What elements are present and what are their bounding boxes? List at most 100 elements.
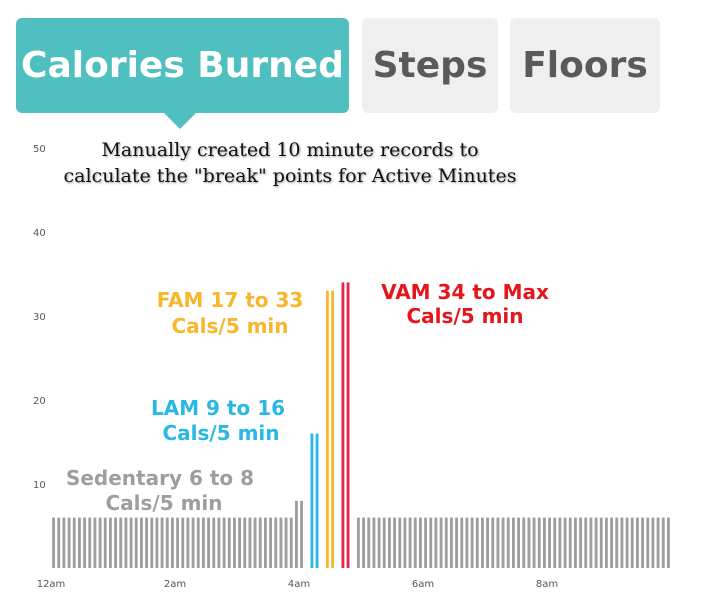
chart-bar	[408, 517, 412, 568]
chart-bars	[52, 282, 670, 568]
chart-bar	[651, 517, 655, 568]
chart-bar	[481, 517, 484, 568]
chart-bar	[455, 517, 458, 568]
chart-bar	[78, 517, 81, 568]
chart-bar	[310, 433, 314, 568]
chart-bar	[419, 517, 422, 568]
chart-bar	[667, 517, 670, 568]
chart-bar	[165, 517, 169, 568]
chart-bar	[372, 517, 376, 568]
x-tick-label: 4am	[288, 579, 310, 590]
annotation-vam: VAM 34 to Max Cals/5 min	[381, 280, 549, 328]
chart-bar	[357, 517, 360, 568]
chart-bar	[450, 517, 453, 568]
y-axis: 10 20 30 40 50	[33, 144, 46, 491]
chart-bar	[589, 517, 593, 568]
chart-bar	[382, 517, 386, 568]
chart-bar	[465, 517, 469, 568]
chart-bar	[191, 517, 195, 568]
chart-bar	[196, 517, 200, 568]
chart-bar	[233, 517, 236, 568]
chart-bar	[248, 517, 252, 568]
chart-bar	[584, 517, 588, 568]
annotation-fam-line2: Cals/5 min	[171, 314, 288, 338]
chart-bar	[300, 500, 303, 568]
chart-bar	[625, 517, 629, 568]
chart-bar	[610, 517, 613, 568]
annotation-sedentary: Sedentary 6 to 8 Cals/5 min	[66, 466, 254, 515]
x-axis: 12am 2am 4am 6am 8am	[37, 579, 558, 590]
chart-bar	[145, 517, 148, 568]
chart-bar	[532, 517, 536, 568]
chart-bar	[579, 517, 582, 568]
chart-bar	[62, 517, 66, 568]
annotation-sedentary-line1: Sedentary 6 to 8	[66, 466, 254, 490]
y-tick-label: 10	[33, 480, 46, 491]
y-tick-label: 20	[33, 396, 46, 407]
chart-bar	[413, 517, 417, 568]
chart-bar	[274, 517, 278, 568]
chart-bar	[537, 517, 541, 568]
chart-bar	[615, 517, 619, 568]
chart-bar	[264, 517, 267, 568]
y-tick-label: 30	[33, 312, 46, 323]
annotation-vam-line2: Cals/5 min	[406, 304, 523, 328]
chart-bar	[83, 517, 86, 568]
chart-bar	[289, 517, 293, 568]
annotation-lam-line2: Cals/5 min	[162, 421, 279, 445]
chart-bar	[543, 517, 546, 568]
chart-bar	[253, 517, 257, 568]
x-tick-label: 8am	[536, 579, 558, 590]
chart-bar	[424, 517, 427, 568]
chart-bar	[217, 517, 221, 568]
chart-bar	[295, 500, 298, 568]
chart-bar	[594, 517, 598, 568]
tab-calories-burned[interactable]: Calories Burned	[16, 18, 349, 129]
chart-bar	[558, 517, 562, 568]
chart-bar	[470, 517, 474, 568]
chart-bar	[57, 517, 61, 568]
chart-bar	[171, 517, 174, 568]
chart-bar	[238, 517, 241, 568]
chart-bar	[140, 517, 143, 568]
chart-bar	[160, 517, 164, 568]
chart-bar	[568, 517, 572, 568]
chart-bar	[202, 517, 205, 568]
chart-bar	[527, 517, 531, 568]
annotation-vam-line1: VAM 34 to Max	[381, 280, 549, 304]
chart-bar	[429, 517, 433, 568]
chart-bar	[52, 517, 55, 568]
chart-bar	[72, 517, 76, 568]
chart-bar	[181, 517, 185, 568]
chart-bar	[605, 517, 608, 568]
chart-bar	[129, 517, 133, 568]
chart-bar	[243, 517, 247, 568]
chart-bar	[67, 517, 71, 568]
chart-bar	[377, 517, 381, 568]
chart-bar	[186, 517, 190, 568]
chart-bar	[522, 517, 526, 568]
annotation-fam: FAM 17 to 33 Cals/5 min	[157, 288, 304, 338]
chart-bar	[114, 517, 117, 568]
annotation-lam: LAM 9 to 16 Cals/5 min	[151, 396, 285, 445]
chart-bar	[109, 517, 112, 568]
annotation-fam-line1: FAM 17 to 33	[157, 288, 304, 312]
chart-bar	[641, 517, 644, 568]
chart-bar	[599, 517, 603, 568]
x-tick-label: 2am	[164, 579, 186, 590]
chart-bar	[434, 517, 438, 568]
tab-floors[interactable]: Floors	[510, 18, 660, 113]
annotation-sedentary-line2: Cals/5 min	[105, 491, 222, 515]
chart-bar	[98, 517, 102, 568]
chart-bar	[258, 517, 262, 568]
chart-bar	[563, 517, 567, 568]
chart-bar	[362, 517, 365, 568]
chart-bar	[656, 517, 660, 568]
tab-steps[interactable]: Steps	[362, 18, 498, 113]
chart-bar	[496, 517, 500, 568]
chart-bar	[284, 517, 288, 568]
chart-bar	[517, 517, 520, 568]
chart-bar	[486, 517, 489, 568]
y-tick-label: 50	[33, 144, 46, 155]
